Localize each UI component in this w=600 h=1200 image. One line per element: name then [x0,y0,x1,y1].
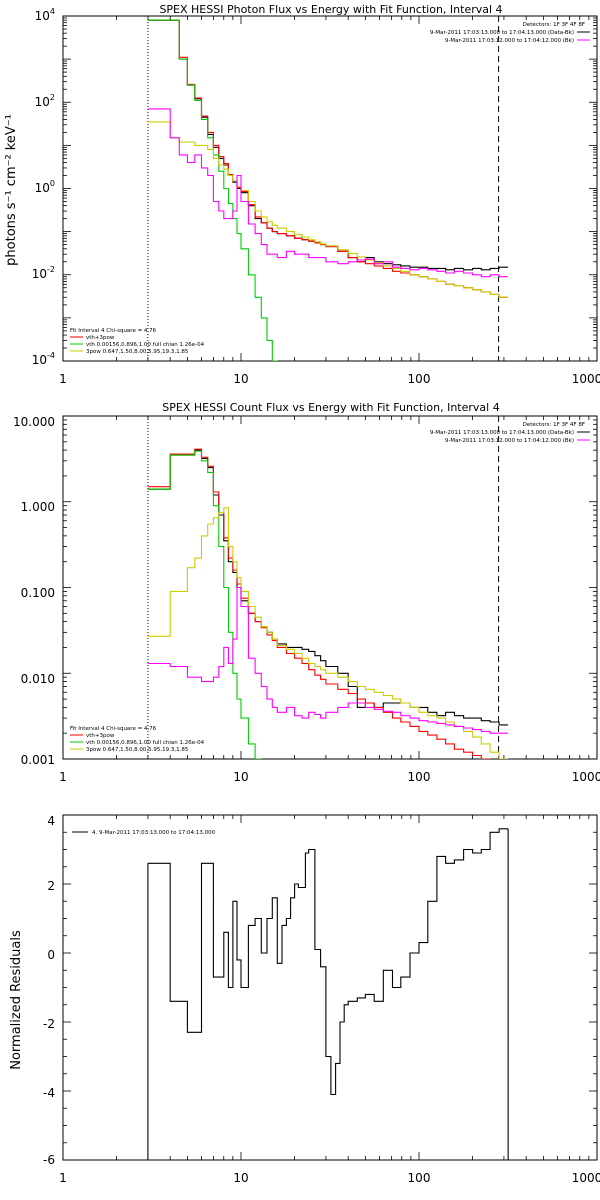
photon-ytick-label-0: 104 [35,7,55,23]
photon-xtick-label-2: 100 [408,372,431,386]
residuals-ytick-label-0: 4 [47,814,55,828]
count-axis-ticks [62,416,597,760]
count-legend-entry-1: 9-Mar-2011 17:03:12.000 to 17:04:12.000 … [445,438,574,444]
photon-legend-entry-1: 9-Mar-2011 17:03:12.000 to 17:04:12.000 … [445,38,574,44]
count-series-vth [147,450,262,759]
count-ytick-label-1: 1.000 [21,500,55,514]
photon-legend-header: Detectors: 1F 3F 4F 8F [523,22,585,28]
count-fit-entry-2: 3pow 0.647,1.50,8.00,5.95,19.3,1.85 [86,747,189,753]
photon-axis-ticks [62,16,597,362]
count-ytick-label-3: 0.010 [21,672,55,686]
panel-photon-flux: SPEX HESSI Photon Flux vs Energy with Fi… [4,3,600,386]
count-legend-entry-0: 9-Mar-2011 17:03:13.000 to 17:04:13.000 … [430,430,574,436]
photon-title: SPEX HESSI Photon Flux vs Energy with Fi… [159,3,502,16]
photon-ytick-label-2: 100 [35,179,55,195]
photon-xtick-label-3: 1000 [572,372,600,386]
residuals-legend-label: 4. 9-Mar-2011 17:03:13.000 to 17:04:13.0… [92,830,216,836]
photon-y-tick-labels: 104 102 100 10-2 10-4 [32,7,55,367]
count-title: SPEX HESSI Count Flux vs Energy with Fit… [162,401,499,414]
photon-legend-bottom-left: Fit Interval 4 Chi-square = 4.76 vth+3po… [70,328,205,355]
count-series-bk [147,586,509,734]
residuals-clipped-group [147,828,509,1160]
count-xtick-label-0: 1 [59,770,67,784]
residuals-xtick-label-2: 100 [408,1171,431,1185]
photon-xtick-label-1: 10 [233,372,248,386]
count-legend-bottom-left: Fit Interval 4 Chi-square = 4.76 vth+3po… [70,726,205,753]
photon-fit-entry-0: vth+3pow [86,335,115,341]
count-fit-entry-0: vth+3pow [86,733,115,739]
photon-series-layer [147,16,509,361]
residuals-series-residuals [147,828,509,1096]
count-xtick-label-2: 100 [408,770,431,784]
photon-legend-top-right: Detectors: 1F 3F 4F 8F 9-Mar-2011 17:03:… [430,22,590,44]
photon-ytick-label-3: 10-2 [32,265,55,281]
residuals-ytick-label-5: -6 [43,1153,55,1167]
photon-series-3pow [147,121,509,298]
count-xtick-label-1: 10 [233,770,248,784]
residuals-ytick-label-1: 2 [47,879,55,893]
count-clipped-group [147,416,509,759]
residuals-ytick-label-4: -4 [43,1086,55,1100]
photon-ytick-label-4: 10-4 [32,351,55,367]
count-xtick-label-3: 1000 [572,770,600,784]
residuals-legend: 4. 9-Mar-2011 17:03:13.000 to 17:04:13.0… [72,830,216,836]
count-y-tick-labels: 10.000 1.000 0.100 0.010 0.001 [13,415,55,767]
count-ytick-label-0: 10.000 [13,415,55,429]
residuals-series-layer [147,828,509,1160]
residuals-y-tick-labels: 4 2 0 -2 -4 -6 [43,814,55,1167]
photon-fit-entry-1: vth 0.00156,0.896,1.00 full chian 1.26e-… [86,342,205,348]
photon-x-tick-labels: 1 10 100 1000 [59,372,600,386]
residuals-x-tick-labels: 1 10 100 1000 [59,1171,600,1185]
photon-legend-entry-0: 9-Mar-2011 17:03:13.000 to 17:04:13.000 … [430,30,574,36]
count-legend-top-right: Detectors: 1F 3F 4F 8F 9-Mar-2011 17:03:… [430,422,590,444]
photon-ytick-label-1: 102 [35,93,55,109]
count-fit-header: Fit Interval 4 Chi-square = 4.76 [70,726,157,732]
photon-series-bk [147,108,509,278]
photon-fit-header: Fit Interval 4 Chi-square = 4.76 [70,328,157,334]
residuals-ytick-label-2: 0 [47,948,55,962]
photon-clipped-group [147,16,509,361]
photon-fit-entry-2: 3pow 0.647,1.50,8.00,5.95,19.3,1.85 [86,349,189,355]
residuals-xtick-label-1: 10 [233,1171,248,1185]
residuals-xtick-label-0: 1 [59,1171,67,1185]
count-series-layer [147,416,509,759]
photon-ylabel: photons s⁻¹ cm⁻² keV⁻¹ [4,114,19,266]
count-x-tick-labels: 1 10 100 1000 [59,770,600,784]
count-series-3pow [147,507,509,759]
count-fit-entry-1: vth 0.00156,0.896,1.00 full chian 1.26e-… [86,740,205,746]
panel-residuals: Normalized Residuals 4 2 0 -2 -4 -6 1 10… [9,814,600,1185]
count-ytick-label-4: 0.001 [21,753,55,767]
count-legend-header: Detectors: 1F 3F 4F 8F [523,422,585,428]
residuals-xtick-label-3: 1000 [572,1171,600,1185]
panel-count-flux: SPEX HESSI Count Flux vs Energy with Fit… [13,401,600,784]
photon-series-vth [147,19,278,361]
residuals-ytick-label-3: -2 [43,1017,55,1031]
residuals-ylabel: Normalized Residuals [9,930,24,1070]
photon-xtick-label-0: 1 [59,372,67,386]
count-ytick-label-2: 0.100 [21,586,55,600]
